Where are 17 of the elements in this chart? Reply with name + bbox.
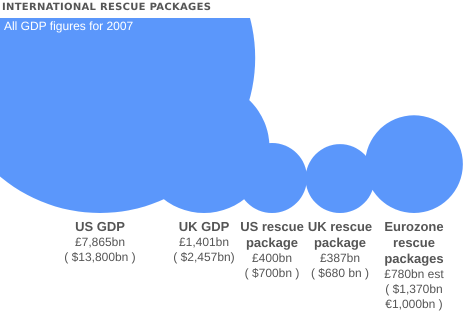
- data-label: £7,865bn: [74, 235, 126, 250]
- text: ( $700bn ): [244, 266, 300, 281]
- data-label: £387bn: [318, 251, 362, 266]
- category-label: US GDP: [74, 219, 126, 235]
- data-label: £1,401bn: [178, 235, 230, 250]
- data-label: £780bn est: [383, 267, 445, 282]
- category-label: UK GDP: [178, 219, 230, 234]
- category-label: UK rescue package: [308, 219, 372, 250]
- text: ( $1,370bn €1,000bn ): [384, 282, 444, 312]
- category-label: Eurozone rescue packages: [383, 219, 445, 267]
- text: All GDP figures for 2007: [4, 19, 134, 33]
- text: ( $13,800bn ): [63, 250, 137, 265]
- data-label: £400bn: [250, 251, 294, 266]
- category-label: US rescue package: [240, 219, 304, 250]
- text: ( $680 bn ): [310, 266, 370, 281]
- text: INTERNATIONAL RESCUE PACKAGES: [2, 2, 212, 13]
- text: ( $2,457bn): [172, 250, 236, 265]
